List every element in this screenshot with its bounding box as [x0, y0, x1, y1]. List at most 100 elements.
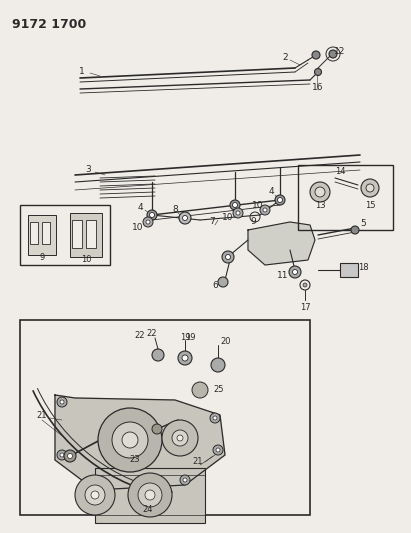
Bar — [28, 215, 56, 255]
Circle shape — [138, 483, 162, 507]
Circle shape — [277, 198, 282, 203]
Bar — [42, 222, 50, 244]
Text: 9: 9 — [39, 254, 45, 262]
Circle shape — [91, 491, 99, 499]
Circle shape — [146, 220, 150, 224]
Circle shape — [260, 205, 270, 215]
Circle shape — [226, 254, 231, 260]
Text: 23: 23 — [130, 456, 140, 464]
Circle shape — [216, 448, 220, 452]
Text: 16: 16 — [312, 83, 324, 92]
Circle shape — [289, 266, 301, 278]
Text: 3: 3 — [85, 166, 91, 174]
Circle shape — [315, 187, 325, 197]
Bar — [340, 263, 358, 277]
Circle shape — [150, 213, 155, 217]
Circle shape — [64, 450, 76, 462]
Circle shape — [293, 270, 298, 274]
Circle shape — [122, 432, 138, 448]
Text: 24: 24 — [143, 505, 153, 514]
Text: 13: 13 — [315, 200, 326, 209]
Text: 7: 7 — [209, 217, 215, 227]
Text: 19: 19 — [180, 333, 190, 342]
Text: 11: 11 — [277, 271, 289, 280]
Text: 6: 6 — [212, 280, 218, 289]
Circle shape — [86, 480, 90, 484]
Circle shape — [162, 420, 198, 456]
Circle shape — [145, 490, 155, 500]
Circle shape — [60, 400, 64, 404]
Circle shape — [143, 217, 153, 227]
Circle shape — [83, 477, 93, 487]
Bar — [298, 165, 393, 230]
Text: 19: 19 — [185, 334, 195, 343]
Circle shape — [57, 397, 67, 407]
Text: 9172 1700: 9172 1700 — [12, 18, 86, 31]
Text: 8: 8 — [172, 206, 178, 214]
Circle shape — [230, 200, 240, 210]
Circle shape — [314, 69, 321, 76]
Text: 20: 20 — [220, 337, 231, 346]
Circle shape — [366, 184, 374, 192]
Circle shape — [177, 435, 183, 441]
Polygon shape — [55, 395, 225, 490]
Circle shape — [213, 445, 223, 455]
Bar — [70, 213, 102, 257]
Circle shape — [75, 475, 115, 515]
Text: 22: 22 — [135, 330, 145, 340]
Bar — [86, 220, 96, 248]
Circle shape — [303, 283, 307, 287]
Circle shape — [179, 212, 191, 224]
Circle shape — [147, 210, 157, 220]
Text: 4: 4 — [137, 203, 143, 212]
Circle shape — [351, 226, 359, 234]
Bar — [95, 468, 205, 523]
Text: 14: 14 — [335, 167, 345, 176]
Circle shape — [112, 422, 148, 458]
Circle shape — [172, 430, 188, 446]
Text: 2: 2 — [282, 52, 288, 61]
Text: 17: 17 — [300, 303, 310, 312]
Text: 21: 21 — [37, 410, 47, 419]
Circle shape — [210, 413, 220, 423]
Text: 25: 25 — [213, 385, 224, 394]
Text: 1: 1 — [79, 68, 85, 77]
Text: 9: 9 — [250, 217, 256, 227]
Circle shape — [329, 50, 337, 58]
Circle shape — [361, 179, 379, 197]
Circle shape — [310, 182, 330, 202]
Text: 10: 10 — [252, 200, 264, 209]
Bar — [20, 320, 310, 515]
Circle shape — [183, 478, 187, 482]
Text: 12: 12 — [334, 47, 346, 56]
Circle shape — [128, 473, 172, 517]
Bar — [20, 205, 110, 265]
Circle shape — [180, 475, 190, 485]
Text: 21: 21 — [193, 457, 203, 466]
Text: 10: 10 — [222, 214, 234, 222]
Circle shape — [57, 450, 67, 460]
Circle shape — [211, 358, 225, 372]
Circle shape — [152, 424, 162, 434]
Text: 5: 5 — [360, 219, 366, 228]
Circle shape — [218, 277, 228, 287]
Circle shape — [182, 355, 188, 361]
Circle shape — [60, 453, 64, 457]
Text: 18: 18 — [358, 263, 369, 272]
Circle shape — [312, 51, 320, 59]
Circle shape — [182, 215, 187, 221]
Circle shape — [67, 454, 72, 458]
Circle shape — [263, 208, 267, 212]
Circle shape — [222, 251, 234, 263]
Circle shape — [152, 349, 164, 361]
Text: 4: 4 — [268, 188, 274, 197]
Circle shape — [275, 195, 285, 205]
Text: 15: 15 — [365, 200, 375, 209]
Text: 22: 22 — [147, 329, 157, 338]
Bar — [72, 220, 82, 248]
Bar — [30, 222, 38, 244]
Circle shape — [213, 416, 217, 420]
Polygon shape — [248, 222, 315, 265]
Circle shape — [98, 408, 162, 472]
Circle shape — [233, 203, 238, 207]
